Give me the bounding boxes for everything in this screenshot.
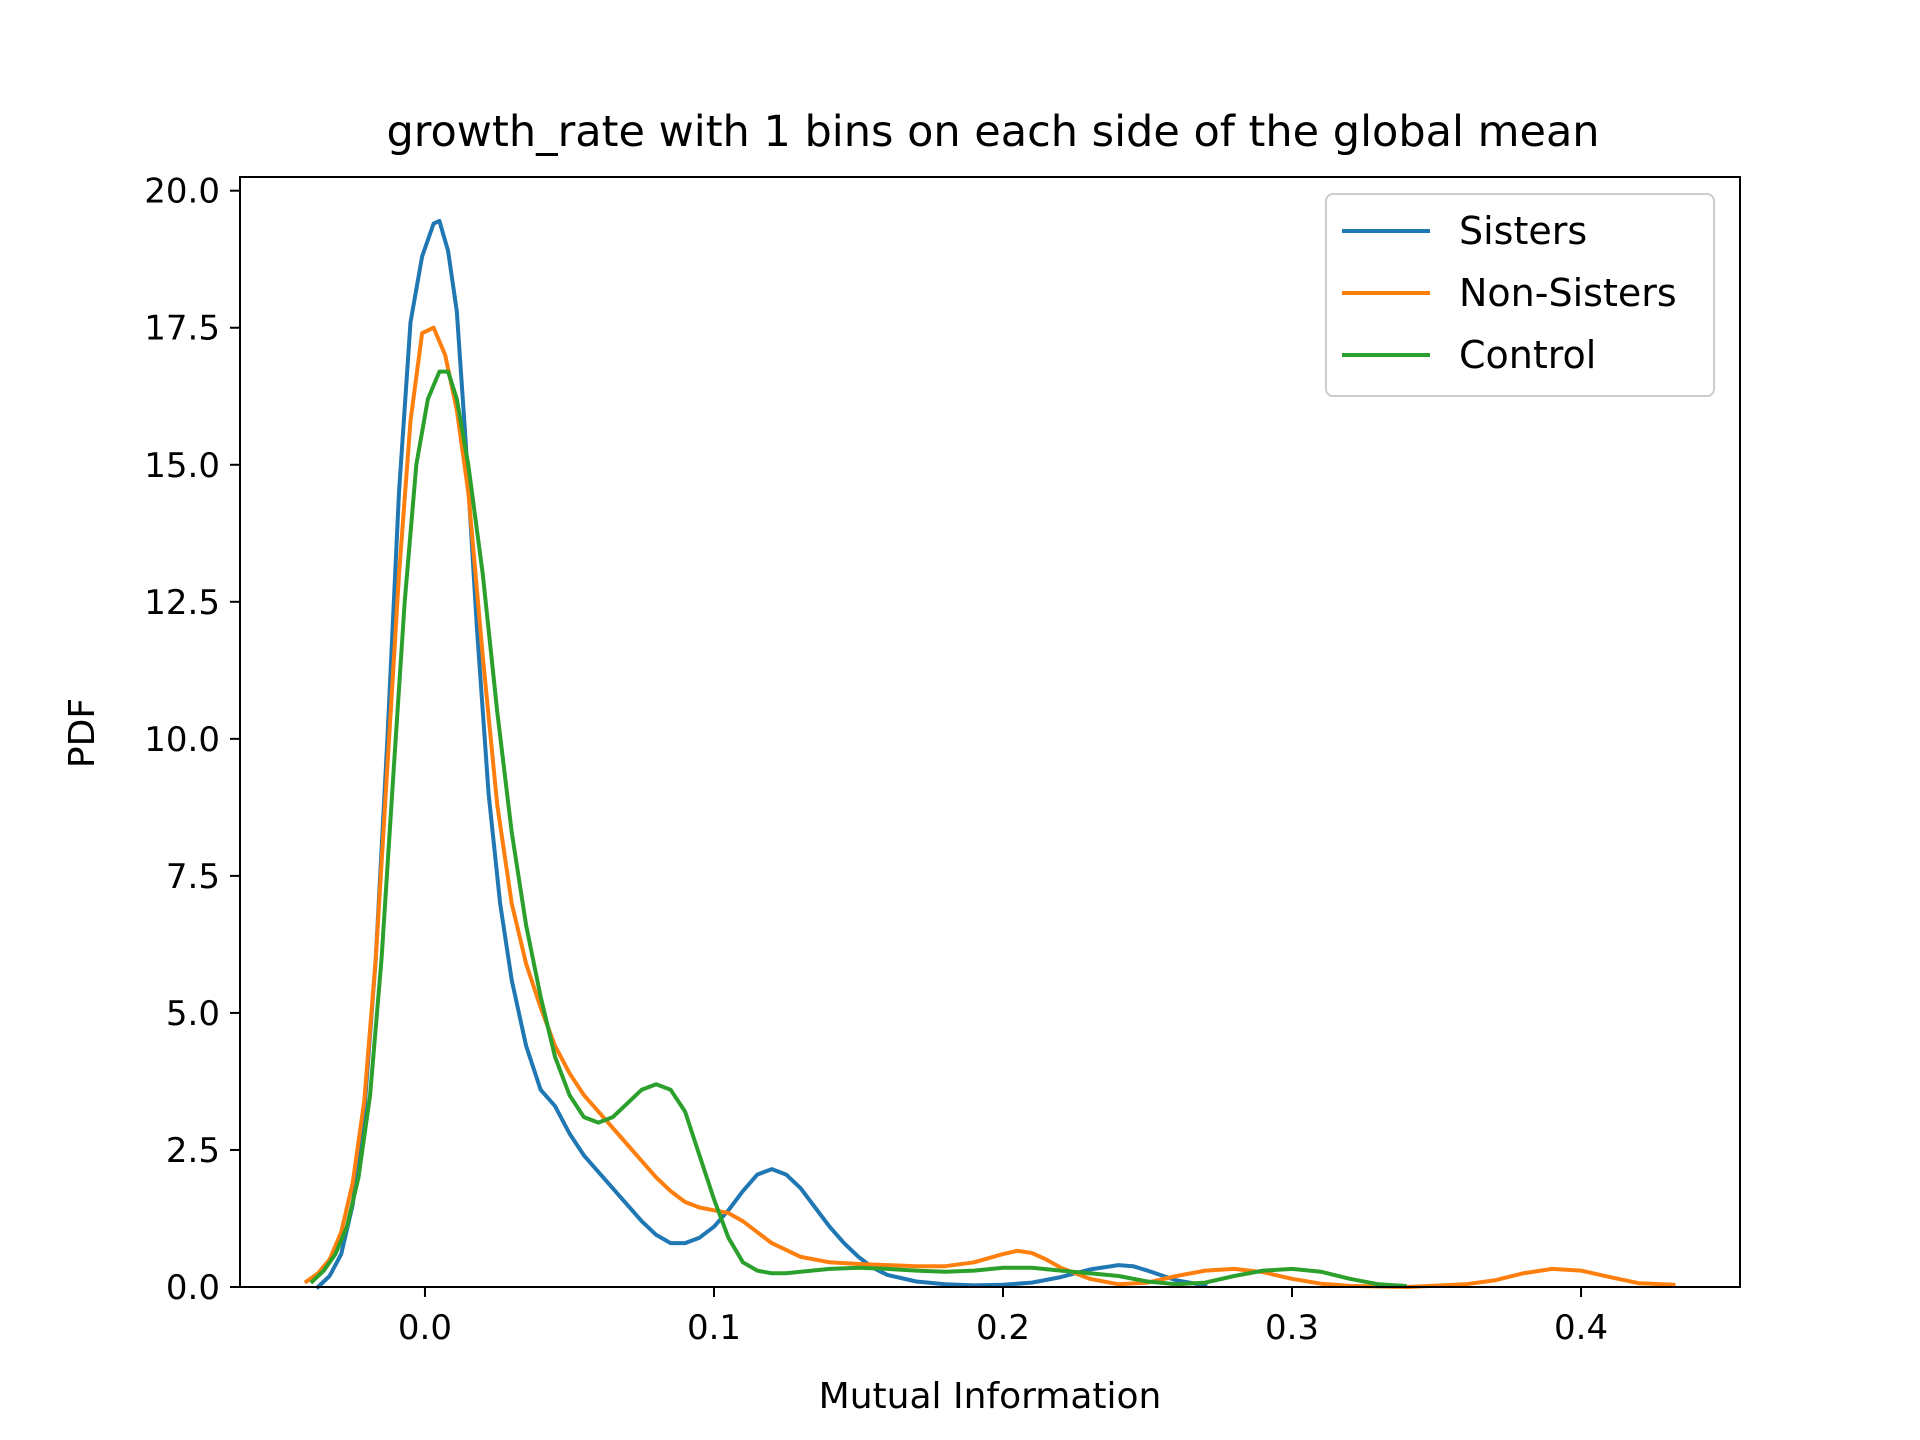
y-tick-label: 2.5 bbox=[166, 1131, 220, 1171]
x-tick-label: 0.4 bbox=[1554, 1308, 1608, 1348]
series-line-control bbox=[309, 369, 1407, 1289]
y-tick-label: 12.5 bbox=[144, 583, 220, 623]
y-tick-label: 10.0 bbox=[144, 720, 220, 760]
legend-box bbox=[1325, 193, 1715, 397]
x-axis-title: Mutual Information bbox=[819, 1376, 1162, 1417]
y-axis: 0.0 2.5 5.0 7.5 10.0 12.5 15.0 17.5 20.0 bbox=[144, 172, 240, 1308]
x-tick-label: 0.3 bbox=[1265, 1308, 1319, 1348]
x-tick-label: 0.1 bbox=[687, 1308, 741, 1348]
chart-title: growth_rate with 1 bins on each side of … bbox=[386, 107, 1599, 157]
legend-label-control: Control bbox=[1459, 333, 1596, 377]
legend-label-sisters: Sisters bbox=[1459, 209, 1587, 253]
series-line-sisters bbox=[315, 218, 1208, 1290]
y-axis-title: PDF bbox=[62, 698, 103, 768]
y-tick-label: 7.5 bbox=[166, 857, 220, 897]
series-line-non-sisters bbox=[303, 325, 1676, 1289]
y-tick-label: 15.0 bbox=[144, 446, 220, 486]
legend-label-non-sisters: Non-Sisters bbox=[1459, 271, 1677, 315]
y-tick-label: 5.0 bbox=[166, 994, 220, 1034]
series-layer bbox=[303, 218, 1676, 1290]
y-tick-label: 0.0 bbox=[166, 1268, 220, 1308]
x-tick-label: 0.0 bbox=[398, 1308, 452, 1348]
legend: Sisters Non-Sisters Control bbox=[1325, 193, 1715, 397]
x-axis: 0.0 0.1 0.2 0.3 0.4 bbox=[398, 1287, 1608, 1348]
x-tick-label: 0.2 bbox=[976, 1308, 1030, 1348]
plot-frame bbox=[239, 176, 1741, 1288]
y-tick-label: 17.5 bbox=[144, 309, 220, 349]
y-tick-label: 20.0 bbox=[144, 172, 220, 212]
